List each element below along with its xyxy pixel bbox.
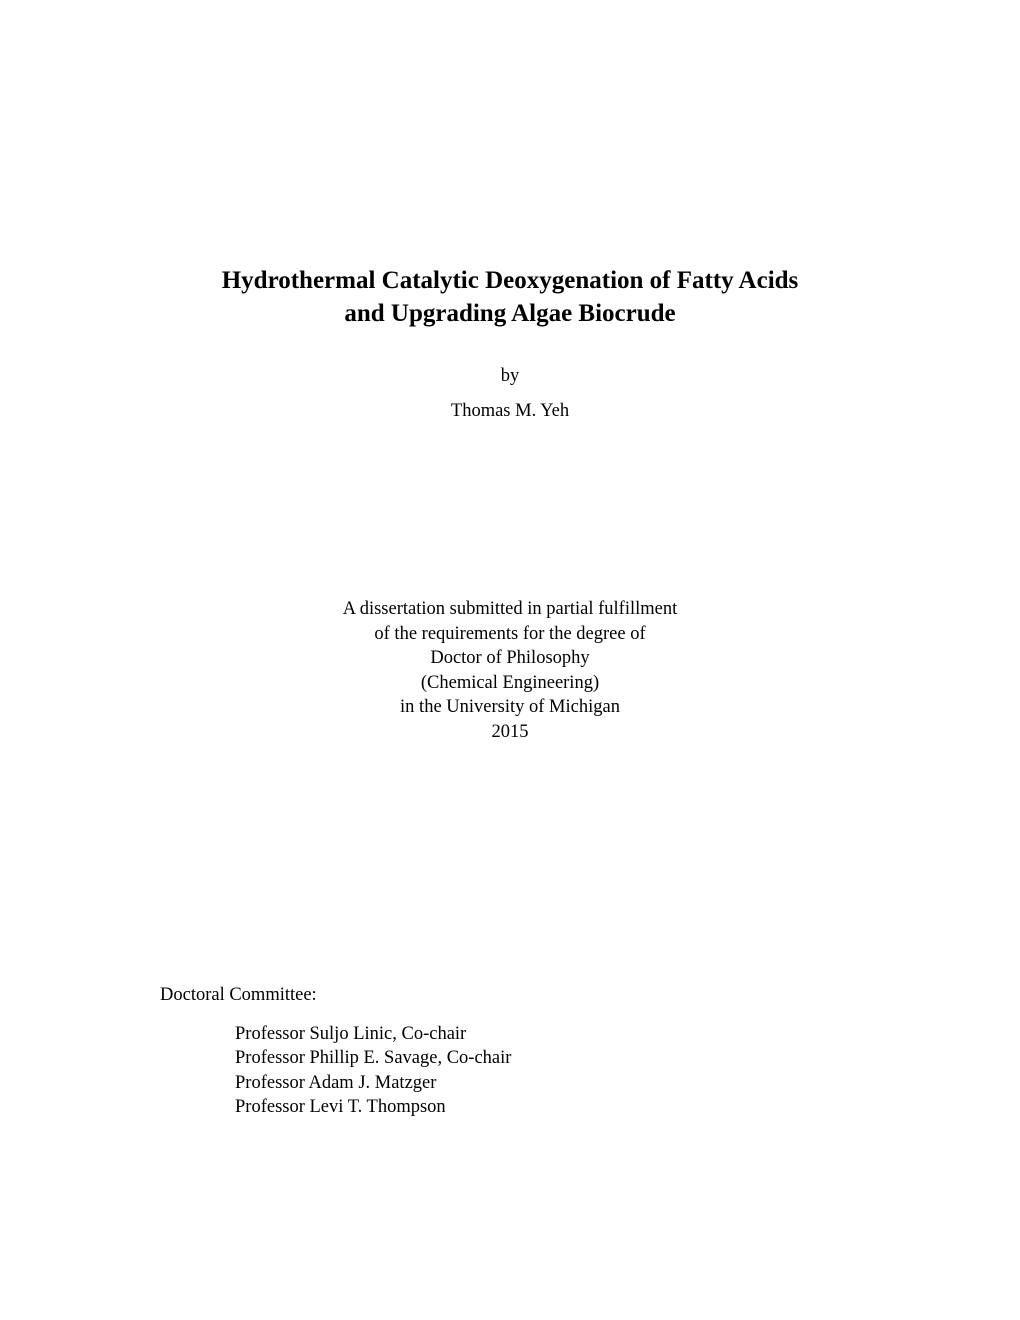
submission-line-3: Doctor of Philosophy <box>430 648 589 668</box>
committee-member: Professor Suljo Linic, Co-chair <box>235 1024 466 1044</box>
committee-member: Professor Levi T. Thompson <box>235 1097 446 1117</box>
submission-line-1: A dissertation submitted in partial fulf… <box>343 599 678 619</box>
author-name: Thomas M. Yeh <box>140 401 880 422</box>
dissertation-title: Hydrothermal Catalytic Deoxygenation of … <box>140 265 880 330</box>
submission-statement: A dissertation submitted in partial fulf… <box>140 597 880 745</box>
committee-member: Professor Adam J. Matzger <box>235 1073 436 1093</box>
committee-heading: Doctoral Committee: <box>160 985 880 1006</box>
submission-line-6: 2015 <box>492 722 529 742</box>
submission-line-4: (Chemical Engineering) <box>421 673 599 693</box>
submission-line-5: in the University of Michigan <box>400 697 620 717</box>
committee-member: Professor Phillip E. Savage, Co-chair <box>235 1048 511 1068</box>
committee-members: Professor Suljo Linic, Co-chair Professo… <box>235 1022 880 1120</box>
title-line-1: Hydrothermal Catalytic Deoxygenation of … <box>222 267 799 294</box>
dissertation-title-page: Hydrothermal Catalytic Deoxygenation of … <box>0 0 1020 1220</box>
title-line-2: and Upgrading Algae Biocrude <box>344 300 675 327</box>
by-label: by <box>140 366 880 387</box>
submission-line-2: of the requirements for the degree of <box>374 624 645 644</box>
